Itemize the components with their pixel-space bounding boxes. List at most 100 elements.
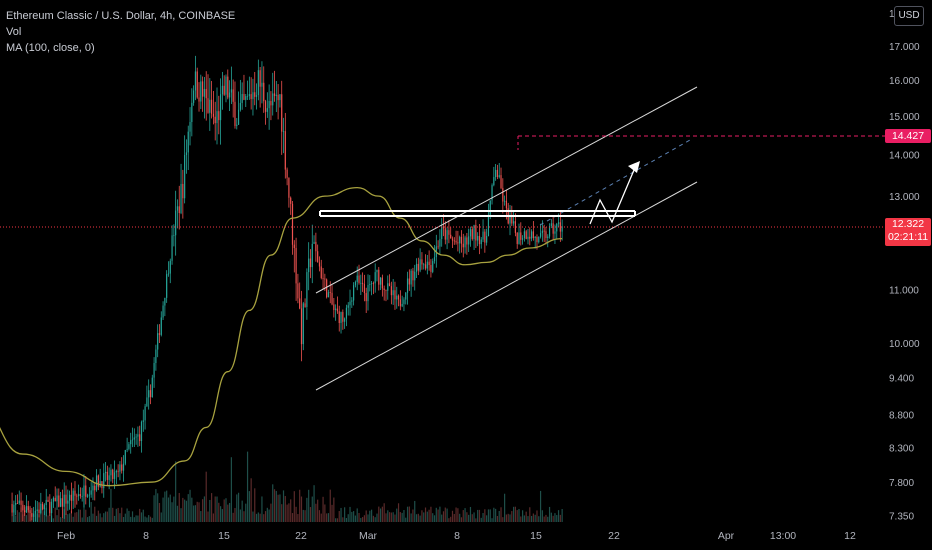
candle-body [185,152,188,156]
candle-body [33,513,35,517]
candle-body [344,318,346,322]
moving-average-label[interactable]: MA (100, close, 0) [6,42,95,54]
volume-bar [372,515,374,522]
candle-body [124,449,126,464]
time-tick-label: 8 [143,530,149,542]
volume-bar [282,490,285,522]
volume-bar [521,510,524,522]
candle-body [104,471,107,474]
channel-upper-line[interactable] [315,86,698,294]
volume-bar [272,484,274,522]
volume-bar [561,509,563,522]
time-tick-label: 12 [844,530,856,542]
candle-body [237,109,240,125]
volume-bar [302,509,304,522]
candle-body [396,295,398,300]
candle-body [24,510,26,513]
volume-bar [336,518,339,522]
candle-body [277,94,279,101]
candle-body [227,76,229,98]
volume-bar [47,515,49,522]
volume-bar [83,496,85,522]
candle-body [340,312,342,323]
candle-body [473,225,475,240]
volume-bar [58,509,60,522]
candle-body [450,234,452,239]
volume-bar [390,512,392,522]
price-axis[interactable]: 17.00016.00015.00014.00013.00012.00011.0… [885,0,932,550]
volume-bar [185,500,188,522]
candle-body [428,261,430,265]
volume-bar [264,511,267,522]
volume-bar [284,496,286,522]
candle-body [286,169,288,178]
candle-body [205,89,207,99]
candle-body [311,243,313,268]
candle-body [363,284,366,294]
candle-body [293,244,295,249]
candle-body [51,501,53,514]
time-axis[interactable]: Feb 8 15 22 Mar 8 15 22 Apr 13:00 12 [0,522,932,550]
volume-bar [144,516,146,522]
volume-bar [423,512,425,522]
volume-bar [344,507,346,522]
candle-body [471,229,473,240]
projection-path[interactable] [589,169,635,225]
candle-body [408,278,410,285]
candle-body [556,223,558,232]
symbol-title[interactable]: Ethereum Classic / U.S. Dollar, 4h, COIN… [6,10,236,22]
candle-body [347,305,349,308]
candle-body [335,308,337,310]
currency-button[interactable]: USD [894,6,924,26]
volume-bar [480,517,482,522]
volume-bar [94,506,96,522]
candle-body [139,434,141,442]
candle-body [353,285,355,301]
time-tick-label: 22 [608,530,620,542]
candle-body [288,177,290,198]
candle-body [444,228,446,240]
volume-bar [408,506,410,522]
volume-indicator-label[interactable]: Vol [6,26,22,38]
candle-body [184,155,186,199]
volume-bar [299,489,301,522]
volume-bar [424,507,427,522]
volume-bar [67,514,69,522]
volume-bar [54,507,56,522]
volume-bar [155,489,157,522]
volume-bar [137,515,139,522]
price-tick-label: 10.000 [889,339,920,350]
volume-bar [115,508,117,522]
volume-bar [496,516,499,522]
volume-bar [486,515,488,522]
candle-body [370,283,373,285]
volume-bar [281,504,283,522]
candle-body [232,89,234,102]
volume-bar [300,496,303,522]
volume-bar [487,509,490,522]
candle-body [412,270,414,281]
candle-body [178,206,180,214]
volume-bar [345,517,348,522]
volume-bar [187,494,189,522]
volume-bar [252,511,254,522]
volume-bar [198,502,200,522]
candle-body [432,261,434,272]
price-tick-label: 14.000 [889,151,920,162]
time-tick-label: 22 [295,530,307,542]
candle-body [108,475,110,480]
volume-bar [291,513,294,522]
volume-bar [200,511,202,522]
trend-drawings[interactable] [0,86,885,391]
candle-body [36,509,38,511]
candle-body [95,475,98,491]
candle-body [151,377,153,398]
volume-bar [543,516,545,522]
candle-body [128,444,130,449]
candle-body [417,263,419,271]
candle-body [198,97,200,102]
candle-body [140,421,143,442]
price-tick-label: 8.800 [889,411,914,422]
candle-body [362,282,364,285]
